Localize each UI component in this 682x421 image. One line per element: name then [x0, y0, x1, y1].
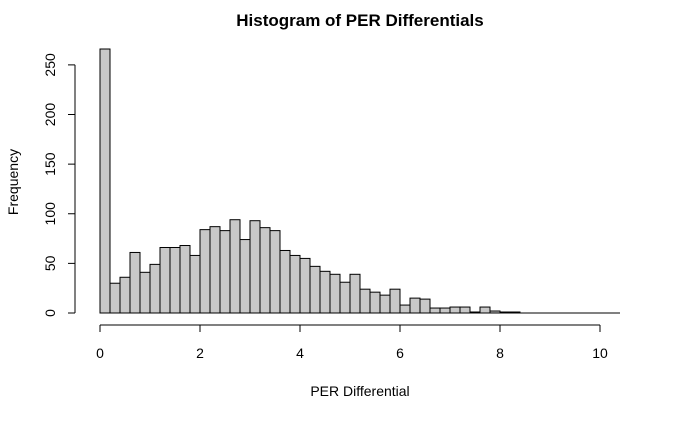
x-tick-label: 2	[196, 345, 204, 361]
histogram-bar	[469, 311, 481, 314]
histogram-bar	[339, 281, 351, 314]
histogram-bar	[439, 307, 451, 314]
histogram-bar	[319, 270, 331, 314]
histogram-bar	[359, 288, 371, 314]
histogram-bar	[419, 298, 431, 314]
y-axis-label: Frequency	[5, 149, 21, 215]
histogram-bar	[299, 257, 311, 314]
histogram-bar	[199, 229, 211, 314]
histogram-bar	[229, 219, 241, 314]
histogram-bar	[149, 263, 161, 314]
histogram-bar	[409, 297, 421, 314]
histogram-bar	[449, 306, 461, 314]
x-tick-label: 0	[96, 345, 104, 361]
y-tick-label: 200	[42, 103, 58, 127]
histogram-bar	[169, 246, 181, 314]
histogram-bar	[399, 304, 411, 314]
y-tick-label: 0	[42, 309, 58, 317]
histogram-bar	[209, 226, 221, 314]
y-tick-label: 150	[42, 152, 58, 176]
histogram-bar	[379, 294, 391, 314]
histogram-bar	[109, 282, 121, 314]
histogram-bar	[349, 273, 361, 314]
histogram-bar	[179, 245, 191, 314]
x-axis: 0 2 4 6 8 10	[96, 324, 608, 361]
histogram-bar	[269, 230, 281, 314]
x-tick-label: 4	[296, 345, 304, 361]
histogram-bar	[129, 251, 141, 314]
histogram-bar	[259, 227, 271, 314]
histogram-bar	[509, 311, 521, 314]
histogram-bar	[489, 310, 501, 314]
histogram-bar	[119, 276, 131, 314]
histogram-bar	[239, 239, 251, 314]
bars-group	[99, 48, 620, 314]
histogram-bar	[219, 230, 231, 314]
histogram-bar	[159, 246, 171, 314]
histogram-bar	[329, 273, 341, 314]
histogram-bar	[189, 254, 201, 314]
histogram-bar	[459, 306, 471, 314]
histogram-bar	[429, 307, 441, 314]
x-tick-label: 6	[396, 345, 404, 361]
histogram-bar	[279, 249, 291, 314]
histogram-bar	[249, 220, 261, 314]
chart-title: Histogram of PER Differentials	[236, 11, 484, 30]
x-tick-label: 8	[496, 345, 504, 361]
y-tick-label: 100	[42, 202, 58, 226]
histogram-bar	[499, 311, 511, 314]
x-tick-label: 10	[592, 345, 608, 361]
histogram-bar	[139, 271, 151, 314]
y-axis: 0 50 100 150 200 250	[42, 53, 76, 317]
x-axis-label: PER Differential	[310, 383, 409, 399]
histogram-bar	[309, 265, 321, 314]
histogram-bar	[479, 306, 491, 314]
y-tick-label: 50	[42, 255, 58, 271]
y-tick-label: 250	[42, 53, 58, 77]
histogram-bar	[389, 288, 401, 314]
histogram-bar	[369, 291, 381, 314]
histogram-bar	[99, 48, 111, 314]
histogram-bar	[289, 254, 301, 314]
